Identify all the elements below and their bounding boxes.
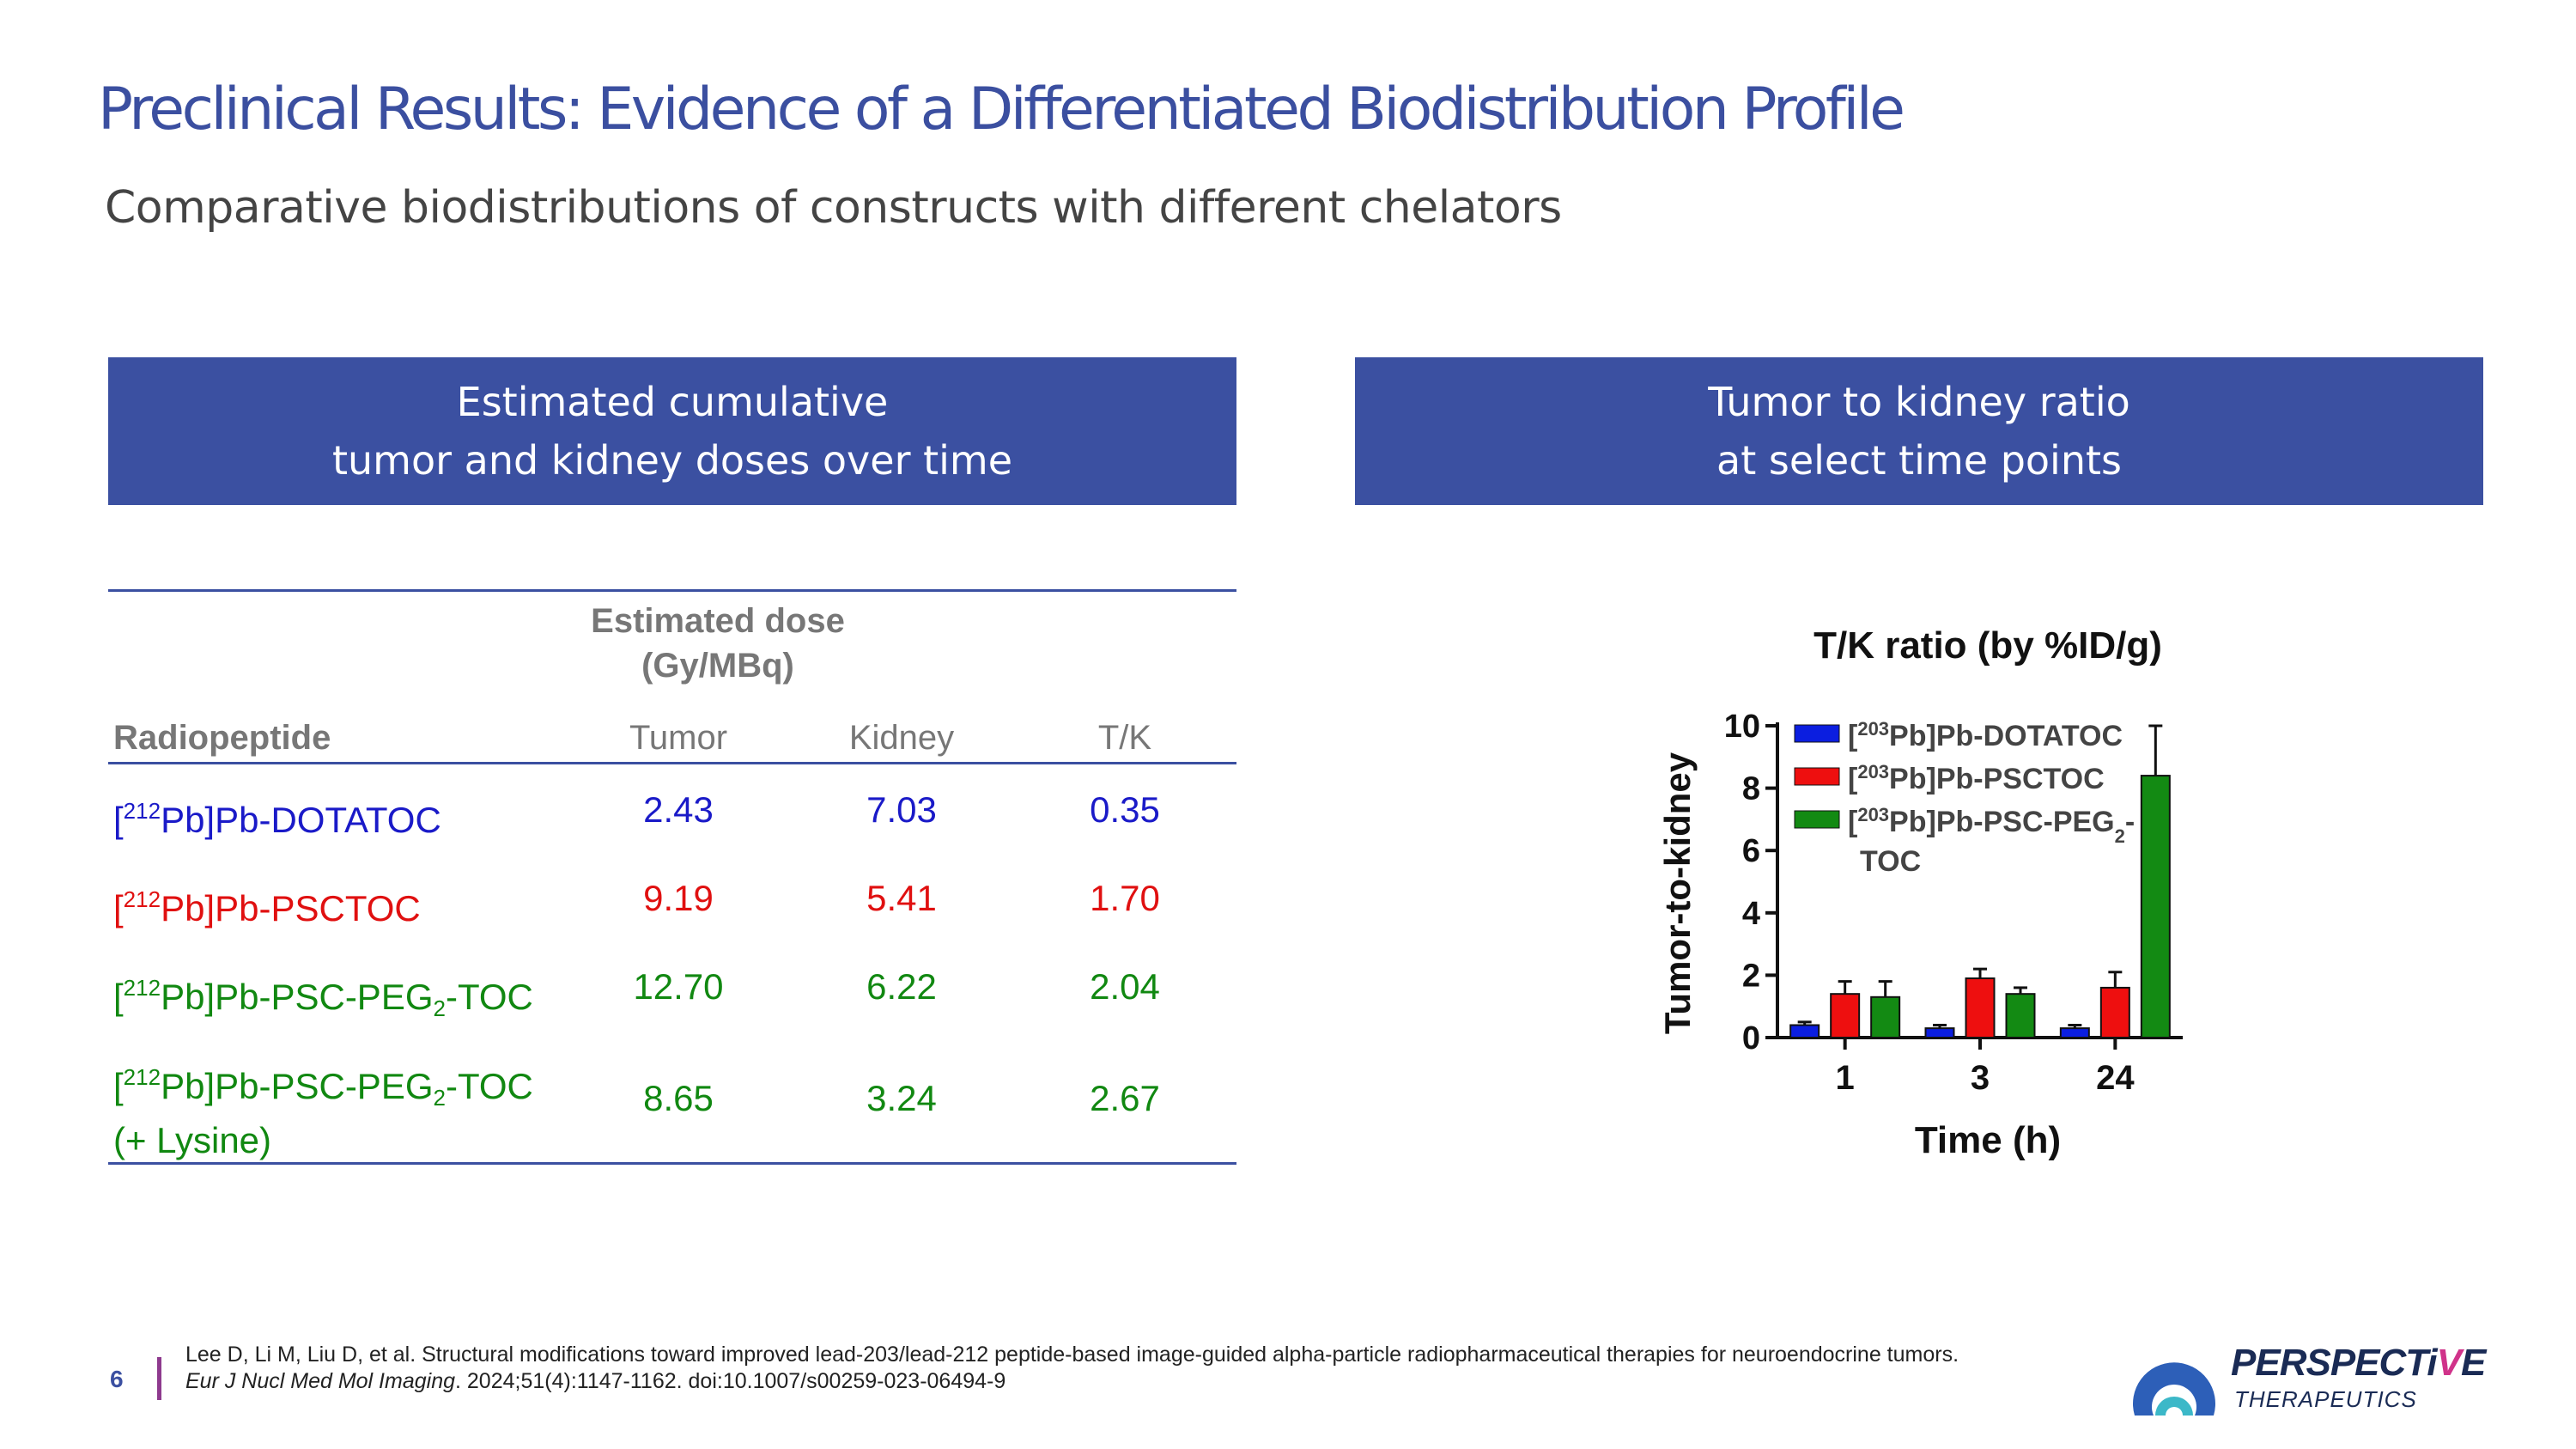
slide-subtitle: Comparative biodistributions of construc… [105,182,1562,234]
table-header-row: Radiopeptide Tumor Kidney T/K [108,712,1236,764]
x-tick-label: 3 [1971,1059,1990,1097]
group-header-line1: Estimated dose [591,602,845,640]
row-radiopeptide: [212Pb]Pb-PSCTOC [113,886,421,928]
row-radiopeptide: [212Pb]Pb-PSC-PEG2-TOC (+ Lysine) [113,1064,533,1160]
bar [2005,993,2036,1038]
logo-mark-icon [2133,1362,2215,1416]
tk-ratio-chart: T/K ratio (by %ID/g) Tumor-to-kidney Tim… [1657,624,2183,1161]
table-group-header: Estimated dose (Gy/MBq) [538,599,898,688]
bar [2140,775,2171,1039]
row-radiopeptide: [212Pb]Pb-DOTATOC [113,798,441,840]
y-tick-label: 10 [1724,709,1760,745]
chart-ylabel: Tumor-to-kidney [1657,752,1698,1034]
group-header-line2: (Gy/MBq) [641,647,794,685]
legend-swatch [1794,810,1840,829]
banner-right-line2: at select time points [1716,437,2122,484]
row-tumor: 12.70 [633,966,724,1007]
legend-entry-line2: TOC [1860,845,1921,878]
page-number: 6 [110,1366,124,1392]
x-tick-label: 24 [2096,1059,2135,1097]
row-tumor: 9.19 [643,878,714,918]
row-tk: 0.35 [1090,789,1160,830]
row-tumor: 8.65 [643,1078,714,1118]
footer-divider [157,1357,161,1400]
banner-right: Tumor to kidney ratio at select time poi… [1355,357,2483,505]
row-tk: 2.04 [1090,966,1160,1007]
row-kidney: 5.41 [866,878,937,918]
col-header-tumor: Tumor [629,719,728,757]
bar [1924,1027,1955,1038]
legend-swatch [1794,724,1840,743]
bar [1870,995,1901,1038]
bar [1830,993,1861,1038]
row-kidney: 6.22 [866,966,937,1007]
chart-title: T/K ratio (by %ID/g) [1814,624,2162,667]
bar [2099,986,2130,1039]
y-tick-label: 8 [1742,771,1760,807]
col-header-kidney: Kidney [848,719,955,757]
col-header-radiopeptide: Radiopeptide [113,719,331,757]
bar [1965,977,1996,1038]
banner-left-line2: tumor and kidney doses over time [331,437,1013,484]
slide-title: Preclinical Results: Evidence of a Diffe… [98,76,1905,143]
y-tick-label: 6 [1742,833,1760,869]
row-kidney: 3.24 [866,1078,937,1118]
banner-right-line1: Tumor to kidney ratio [1708,379,2130,425]
col-header-tk: T/K [1097,719,1152,757]
logo-tagline: THERAPEUTICS [2234,1386,2417,1412]
dose-table: Estimated dose (Gy/MBq) Radiopeptide Tum… [108,589,1236,1165]
chart-bars [1789,724,2171,1039]
logo-wordmark: PERSPECTiVE [2231,1342,2486,1384]
banner-left: Estimated cumulative tumor and kidney do… [108,357,1236,505]
company-logo: PERSPECTiVE THERAPEUTICS [2128,1333,2506,1428]
legend-entry: [203Pb]Pb-PSC-PEG2- [1848,804,2135,847]
chart-xlabel: Time (h) [1915,1119,2061,1161]
footer-reference: Lee D, Li M, Liu D, et al. Structural mo… [185,1342,1959,1393]
y-tick-label: 4 [1742,896,1760,932]
bar [2059,1027,2090,1038]
y-tick-label: 2 [1742,958,1760,994]
row-radiopeptide: [212Pb]Pb-PSC-PEG2-TOC [113,975,533,1021]
legend-entry: [203Pb]Pb-DOTATOC [1848,718,2123,753]
row-tumor: 2.43 [643,789,714,830]
row-tk: 2.67 [1090,1078,1160,1118]
bar [1789,1024,1820,1039]
legend-swatch [1794,767,1840,786]
row-tk: 1.70 [1090,878,1160,918]
row-kidney: 7.03 [866,789,937,830]
banner-left-line1: Estimated cumulative [456,379,889,425]
y-tick-label: 0 [1742,1020,1760,1056]
legend-entry: [203Pb]Pb-PSCTOC [1848,761,2105,796]
x-tick-label: 1 [1836,1059,1855,1097]
chart-legend: [203Pb]Pb-DOTATOC [203Pb]Pb-PSCTOC [203Pb]… [1794,718,2135,878]
